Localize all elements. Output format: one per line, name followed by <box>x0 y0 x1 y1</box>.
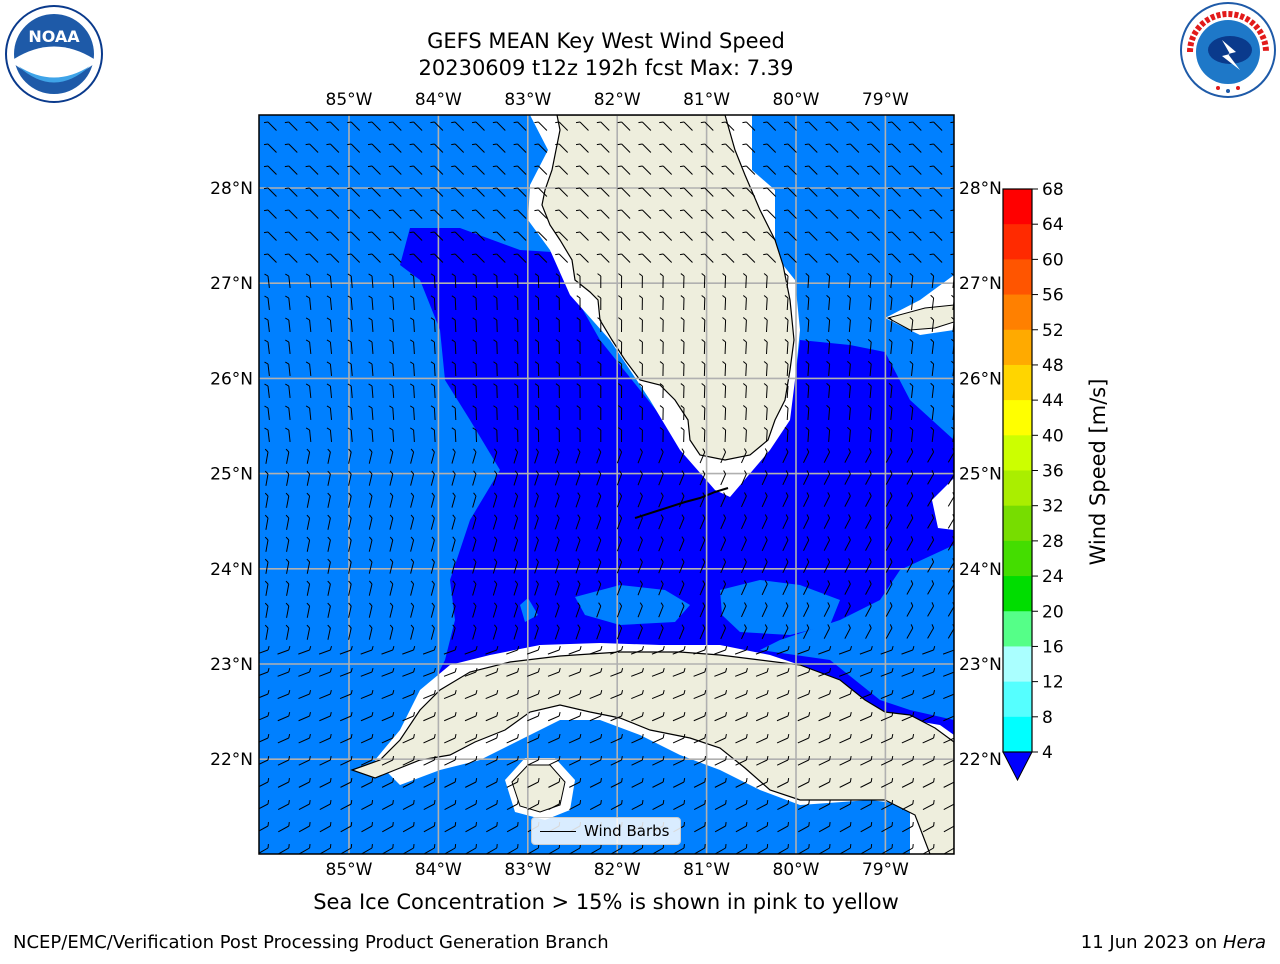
colorbar-tick-label: 64 <box>1042 215 1064 235</box>
colorbar-tick-label: 40 <box>1042 426 1064 446</box>
colorbar-tick-label: 36 <box>1042 462 1064 482</box>
footer-host: Hera <box>1223 932 1266 953</box>
colorbar-tick-label: 68 <box>1042 180 1064 200</box>
colorbar-segment <box>1003 224 1032 260</box>
colorbar-segment <box>1003 400 1032 436</box>
colorbar-tick-label: 4 <box>1042 743 1053 763</box>
footer-branch: NCEP/EMC/Verification Post Processing Pr… <box>13 932 609 953</box>
colorbar-segment <box>1003 682 1032 718</box>
colorbar-segment <box>1003 611 1032 647</box>
sea-ice-caption: Sea Ice Concentration > 15% is shown in … <box>256 890 956 914</box>
colorbar-tick-label: 48 <box>1042 356 1064 376</box>
colorbar-tick-label: 24 <box>1042 567 1064 587</box>
colorbar-segment <box>1003 330 1032 366</box>
colorbar-segment <box>1003 259 1032 295</box>
colorbar-tick-label: 16 <box>1042 637 1064 657</box>
colorbar-extend-triangle <box>1003 752 1032 780</box>
colorbar-tick-label: 12 <box>1042 673 1064 693</box>
colorbar-tick-label: 20 <box>1042 602 1064 622</box>
colorbar-segment <box>1003 506 1032 542</box>
colorbar-segment <box>1003 471 1032 507</box>
colorbar-segment <box>1003 365 1032 401</box>
colorbar-segment <box>1003 295 1032 331</box>
colorbar-tick-label: 60 <box>1042 250 1064 270</box>
footer-date: 11 Jun 2023 on Hera <box>1081 932 1266 953</box>
footer-date-text: 11 Jun 2023 on <box>1081 932 1223 953</box>
colorbar-tick-label: 44 <box>1042 391 1064 411</box>
colorbar-segment <box>1003 189 1032 225</box>
colorbar-tick-label: 56 <box>1042 286 1064 306</box>
colorbar-tick-label: 32 <box>1042 497 1064 517</box>
colorbar-segment <box>1003 717 1032 753</box>
colorbar-segment <box>1003 541 1032 577</box>
colorbar-label: Wind Speed [m/s] <box>1086 379 1110 566</box>
colorbar-tick-label: 28 <box>1042 532 1064 552</box>
colorbar-segment <box>1003 646 1032 682</box>
colorbar-segment <box>1003 576 1032 612</box>
colorbar-tick-label: 52 <box>1042 321 1064 341</box>
colorbar-segment <box>1003 435 1032 471</box>
colorbar-tick-label: 8 <box>1042 708 1053 728</box>
